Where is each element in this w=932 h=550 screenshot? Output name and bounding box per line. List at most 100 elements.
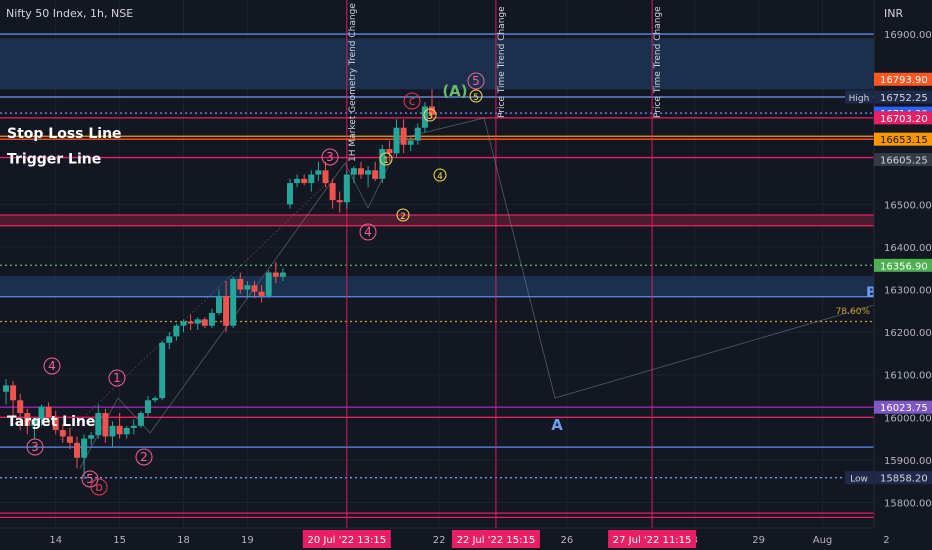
candle-up [130,425,137,428]
wave-label-circle [359,223,377,241]
price-tick: 16000.00 [884,413,932,424]
candle-up [393,127,400,154]
time-tick: 18 [177,535,190,546]
candle-down [336,200,343,203]
price-tag-side-bg [845,90,873,104]
line-text-target: Target Line [7,414,95,430]
candle-up [145,400,151,414]
price-tag-side-label: Low [850,475,868,485]
time-tick: 26 [561,535,574,546]
candle-up [294,178,301,184]
candle-down [102,413,109,437]
time-tick: 2 [883,535,889,546]
wave-B-label: B [866,285,877,301]
price-tick: 16100.00 [884,371,932,382]
wave-label-circle [26,438,44,456]
wave-label: 5 [473,93,479,103]
price-tag-bg [874,153,932,167]
time-highlight-bg [302,530,391,548]
candle-up [365,170,372,175]
price-tick: 15900.00 [884,456,932,467]
candle-down [322,170,329,184]
vertical-marker-label: 1H Market Geometry Trend Change [348,3,358,162]
wave-label: 5 [472,74,480,88]
wave-label-circle [396,208,410,222]
wave-label-circle [90,478,108,496]
candle-up [95,413,102,436]
candle-up [414,127,421,141]
time-tick: 29 [752,535,765,546]
candle-up [123,427,130,435]
candle-down [24,413,31,426]
candle-up [287,183,293,205]
wave-lines [59,117,875,469]
price-tag-bg [874,90,932,104]
candle-up [31,419,38,426]
wave-label: c [409,94,416,108]
wave-label: 2 [140,450,148,464]
candle-down [372,170,379,179]
candle-up [279,272,286,277]
wave-label-circle [43,357,61,375]
candle-down [237,278,244,290]
symbol-title: Nifty 50 Index, 1h, NSE [6,7,133,20]
candle-up [194,319,201,324]
price-tag-bg [874,471,932,485]
candle-down [52,417,59,431]
candle-down [74,442,80,458]
candle-down [358,168,364,175]
wave-label-circle [135,448,153,466]
wave-label: 3 [427,112,433,122]
wave-label: 3 [31,440,39,454]
price-tick: 16900.00 [884,30,932,41]
price-tag-bg [874,258,932,272]
wave-label-circle [467,72,485,90]
candle-up [180,321,187,326]
wave-label-circle [403,92,421,110]
price-zone [0,275,874,297]
time-tick: 14 [49,535,62,546]
candle-up [159,342,166,399]
time-highlight-bg [451,530,540,548]
vertical-markers[interactable]: 1H Market Geometry Trend Change Price Tim… [346,0,663,528]
price-tick: 16300.00 [884,286,932,297]
candle-down [258,291,265,296]
candle-down [429,106,435,115]
candle-up [88,435,95,439]
price-zone [0,38,874,90]
wave-label: 4 [364,225,372,239]
price-tag: 16605.25 [880,156,928,167]
wave-label: 1 [113,371,121,385]
candle-up [216,295,222,313]
price-zone [0,215,874,226]
time-highlight-bg [608,530,697,548]
line-texts: Stop Loss Line Trigger Line Target Line [7,126,122,430]
candle-down [272,272,279,277]
price-tag: 16023.75 [880,403,928,414]
wave-path [79,117,875,469]
wave-label-circle [433,168,447,182]
candle-up [81,438,88,458]
time-tick: Aug [813,535,833,546]
price-tags: 16793.9016752.25High16714.3016703.201665… [845,72,932,485]
price-axis[interactable]: 15800.00 15900.00 16000.00 16100.00 16200.00… [884,30,932,509]
candle-up [137,413,144,426]
price-tag-side-bg [845,471,873,485]
horizontal-levels[interactable] [0,33,874,519]
wave-label-circle [379,152,393,166]
candle-down [223,295,230,326]
price-tag-bg [874,72,932,86]
wave-label-circle [423,108,437,122]
wave-label-circle [108,369,126,387]
time-highlight-label: 20 Jul '22 13:15 [307,535,386,546]
price-tag: 16752.25 [880,93,928,104]
wave-label: 1 [383,156,389,166]
price-tick: 16200.00 [884,328,932,339]
candle-up [308,174,315,184]
wave-label: 2 [400,212,406,222]
candle-up [3,385,9,392]
candle-down [187,321,194,324]
fib-level-label: 78.60% [836,307,871,317]
